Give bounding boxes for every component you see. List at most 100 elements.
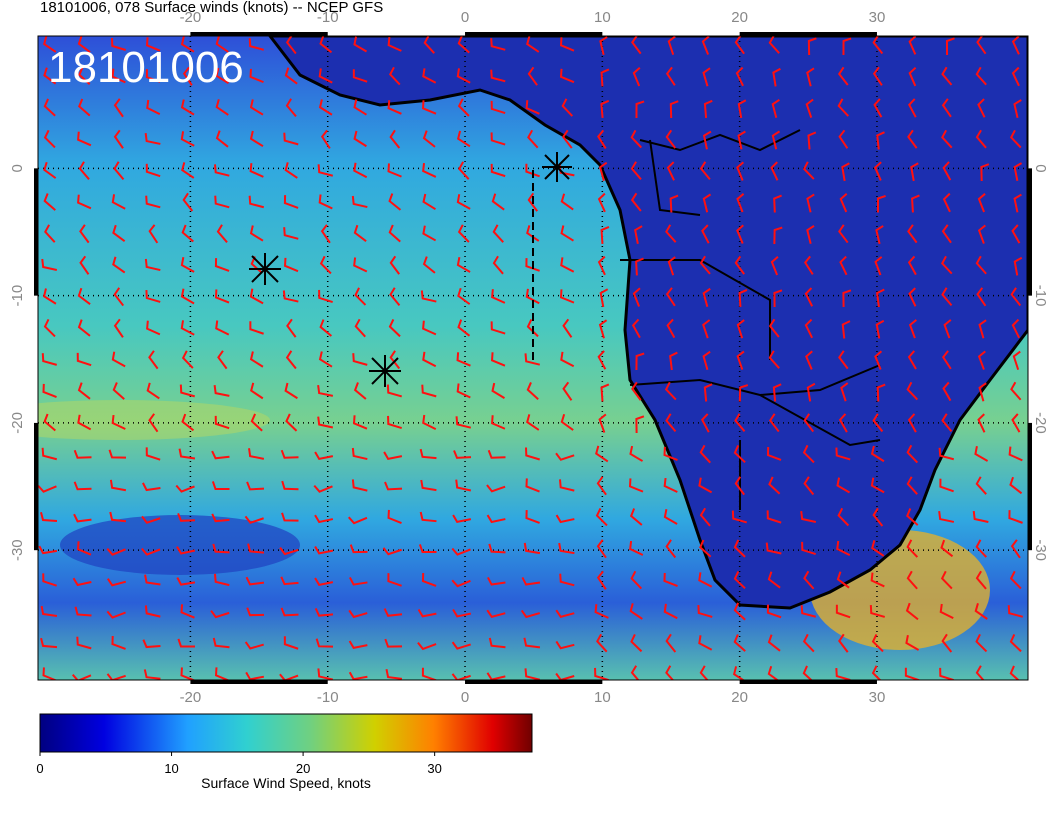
wind-barb — [351, 447, 368, 461]
wind-barb — [635, 100, 645, 119]
wind-barb — [353, 162, 368, 179]
lon-tick-label: -20 — [180, 9, 202, 26]
frame-bar — [1028, 422, 1032, 551]
wind-barb — [699, 507, 711, 527]
wind-barb — [525, 163, 540, 178]
wind-barb — [217, 350, 228, 370]
wind-barb — [387, 509, 402, 525]
wind-barb — [768, 476, 781, 495]
wind-barb — [562, 129, 573, 149]
wind-barb — [594, 604, 609, 619]
wind-barb — [456, 68, 471, 84]
wind-barb — [555, 514, 575, 524]
wind-barb — [941, 66, 953, 86]
wind-barb — [630, 570, 643, 590]
wind-barb — [354, 287, 367, 306]
wind-barb — [314, 545, 334, 555]
wind-barb — [71, 674, 92, 680]
wind-barb — [113, 318, 124, 338]
wind-barb — [319, 319, 333, 337]
wind-barb — [803, 476, 815, 496]
wind-barb — [835, 447, 851, 461]
wind-barb — [737, 99, 747, 119]
wind-barb — [285, 413, 298, 432]
wind-barb — [387, 415, 402, 430]
wind-barb — [280, 607, 299, 617]
wind-barb — [283, 227, 299, 240]
wind-barb — [318, 68, 333, 84]
wind-barb — [491, 289, 506, 304]
wind-barb — [803, 413, 815, 433]
colorbar-tick-label: 30 — [427, 761, 441, 776]
wind-barb — [384, 638, 403, 648]
wind-barb — [527, 192, 539, 212]
wind-barb — [736, 193, 745, 213]
wind-barb — [317, 668, 334, 680]
wind-barb — [79, 224, 90, 244]
wind-barb — [214, 258, 230, 272]
wind-barb — [771, 98, 780, 119]
wind-barb — [941, 129, 953, 149]
wind-barb — [527, 129, 539, 149]
wind-barb — [977, 224, 986, 244]
wind-barb — [387, 100, 402, 115]
wind-barb — [284, 162, 298, 179]
wind-barb — [805, 350, 813, 370]
wind-barb — [317, 164, 334, 177]
wind-barb — [699, 255, 711, 275]
wind-barb — [249, 130, 264, 148]
wind-barb — [595, 445, 609, 463]
wind-barb — [42, 288, 57, 305]
title: 18101006, 078 Surface winds (knots) -- N… — [40, 0, 383, 16]
wind-barb — [457, 224, 470, 243]
wind-barb — [111, 635, 126, 650]
wind-barb — [525, 510, 540, 524]
frame-bar — [34, 168, 38, 296]
wind-barb — [524, 668, 541, 680]
wind-barb — [941, 224, 952, 244]
wind-barb — [527, 66, 538, 86]
wind-barb — [698, 635, 713, 651]
wind-barb — [456, 130, 471, 148]
wind-barb — [942, 161, 952, 181]
wind-barb — [976, 36, 987, 55]
wind-barb — [141, 515, 161, 524]
wind-barb — [907, 255, 917, 276]
wind-barb — [319, 255, 332, 275]
wind-barb — [939, 478, 954, 493]
wind-barb — [521, 576, 541, 586]
wind-barb — [876, 288, 885, 308]
wind-barb — [906, 444, 919, 464]
wind-barb — [841, 320, 851, 339]
wind-barb — [560, 413, 574, 431]
wind-barb — [635, 352, 645, 371]
wind-barb — [1012, 350, 1021, 370]
wind-barb — [870, 445, 885, 463]
wind-barb — [112, 256, 126, 274]
wind-barb — [975, 129, 987, 149]
wind-barb — [320, 129, 331, 149]
wind-barb — [669, 100, 679, 119]
wind-barb — [456, 194, 471, 210]
wind-barb — [806, 382, 816, 402]
wind-barb — [838, 224, 849, 244]
wind-barb — [598, 413, 607, 433]
wind-barb — [148, 413, 159, 433]
wind-barb — [939, 603, 954, 620]
wind-barb — [837, 98, 850, 117]
wind-barb — [700, 413, 710, 433]
wind-barb — [422, 320, 437, 336]
wind-barb — [702, 130, 712, 150]
wind-barb — [1008, 510, 1023, 524]
wind-barb — [456, 383, 471, 399]
wind-barb — [249, 163, 264, 178]
wind-barb — [451, 641, 471, 650]
wind-barb — [314, 514, 334, 524]
wind-barb — [634, 225, 643, 245]
wind-barb — [145, 290, 161, 303]
wind-barb — [492, 255, 504, 275]
wind-barb — [250, 382, 264, 400]
wind-barb — [974, 603, 988, 620]
wind-barb — [941, 413, 953, 433]
wind-barb — [906, 508, 919, 526]
